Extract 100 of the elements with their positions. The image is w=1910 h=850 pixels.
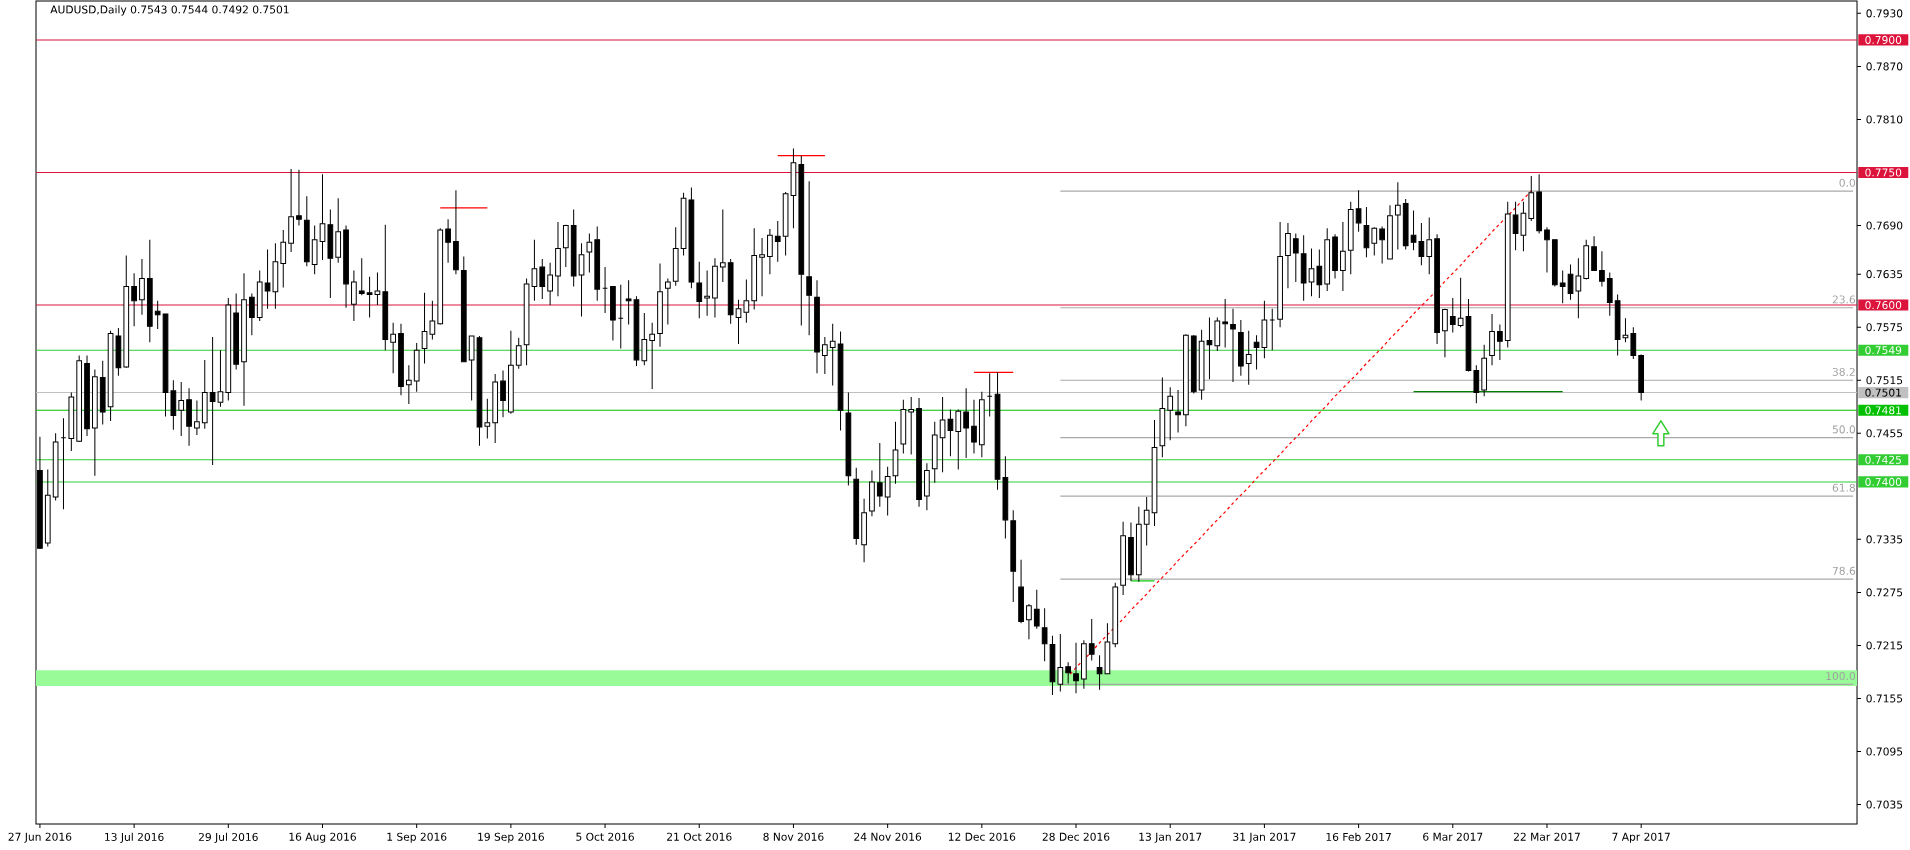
candlestick [1426, 217, 1433, 275]
candlestick [916, 397, 922, 508]
x-tick-label: 8 Nov 2016 [763, 832, 824, 841]
x-tick-label: 24 Nov 2016 [854, 832, 922, 841]
candlestick [555, 221, 561, 297]
candlestick [92, 369, 98, 477]
x-tick-label: 7 Apr 2017 [1612, 832, 1670, 843]
candlestick [99, 360, 106, 425]
candlestick [1292, 232, 1299, 283]
annotation: 78.6 [1832, 566, 1856, 575]
annotation: 0.0 [1839, 178, 1856, 187]
candlestick [1073, 642, 1079, 694]
candlestick [665, 278, 671, 326]
y-tick-label: 0.7335 [1866, 535, 1903, 544]
ref-line-label: 0.7750 [1865, 168, 1902, 177]
candlestick [1489, 313, 1495, 366]
candlestick [280, 229, 287, 288]
candlestick [986, 372, 993, 417]
candlestick [547, 262, 553, 306]
candlestick [178, 381, 185, 437]
x-tick-label: 28 Dec 2016 [1042, 832, 1110, 841]
candlestick [869, 469, 875, 517]
x-tick-label: 21 Oct 2016 [667, 832, 732, 841]
candlestick [649, 322, 656, 390]
candlestick [303, 195, 310, 267]
y-tick-label: 0.7870 [1866, 62, 1903, 71]
candlestick [1175, 389, 1181, 433]
candlestick [1379, 225, 1385, 265]
candlestick [508, 330, 514, 415]
candlestick [241, 272, 247, 407]
candlestick [1120, 521, 1126, 596]
candlestick [767, 228, 773, 275]
candlestick [186, 387, 192, 447]
ref-line-label: 0.7481 [1865, 406, 1901, 415]
x-tick-label: 6 Mar 2017 [1423, 832, 1483, 841]
candlestick [382, 224, 389, 351]
candlestick [971, 399, 977, 455]
candlestick [1238, 319, 1244, 377]
candlestick [201, 359, 208, 430]
candlestick [453, 189, 459, 275]
candlestick [751, 227, 758, 311]
candlestick [1277, 221, 1283, 328]
candlestick [570, 209, 577, 288]
ref-line-label: 0.7549 [1865, 346, 1902, 355]
candlestick [1135, 506, 1142, 583]
x-tick-label: 16 Feb 2017 [1326, 832, 1391, 841]
candlestick [963, 387, 969, 459]
candlestick [704, 270, 710, 317]
candlestick [712, 257, 718, 318]
candlestick [1473, 364, 1480, 404]
candlestick [1536, 173, 1542, 234]
candlestick [398, 323, 404, 396]
candlestick [845, 392, 852, 486]
candlestick [955, 408, 962, 471]
x-tick-label: 29 Jul 2016 [198, 832, 258, 843]
candlestick [1544, 226, 1550, 273]
candlestick [288, 168, 294, 253]
annotation: 100.0 [1826, 671, 1856, 681]
candlestick [908, 396, 915, 455]
x-tick-label: 27 Jun 2016 [8, 832, 72, 843]
x-tick-label: 5 Oct 2016 [576, 832, 634, 841]
x-tick-label: 16 Aug 2016 [289, 832, 356, 843]
ref-line-label: 0.7400 [1865, 477, 1902, 486]
ref-line-label: 0.7425 [1865, 455, 1901, 464]
candlestick [814, 279, 820, 374]
candlestick [1143, 496, 1150, 547]
candlestick [1269, 308, 1276, 351]
x-tick-label: 22 Mar 2017 [1513, 832, 1580, 841]
candlestick [759, 237, 765, 297]
candlestick [853, 467, 860, 546]
y-tick-label: 0.7930 [1866, 9, 1903, 18]
y-tick-label: 0.7635 [1866, 270, 1903, 279]
x-tick-label: 31 Jan 2017 [1233, 832, 1296, 843]
candlestick [861, 498, 867, 563]
candlestick [719, 209, 726, 283]
candlestick [1010, 509, 1017, 603]
candlestick [586, 232, 593, 273]
annotation: 38.2 [1832, 367, 1855, 376]
y-tick-label: 0.7690 [1866, 221, 1903, 230]
candlestick [1151, 419, 1158, 527]
candlestick [876, 442, 883, 508]
candlestick [351, 270, 357, 322]
y-tick-label: 0.7275 [1866, 588, 1903, 597]
candlestick [413, 342, 420, 393]
ref-line-label: 0.7900 [1865, 35, 1902, 44]
candlestick [405, 364, 412, 405]
candlestick [1559, 270, 1566, 304]
candlestick [1504, 201, 1511, 349]
candlestick [1222, 298, 1229, 349]
candlestick [578, 242, 585, 318]
candlestick [445, 218, 451, 264]
candlestick [594, 225, 601, 302]
candlestick [84, 354, 90, 437]
candlestick [335, 197, 342, 264]
y-tick-label: 0.7155 [1866, 694, 1903, 703]
candlestick [1363, 206, 1370, 258]
x-tick-label: 13 Jul 2016 [105, 832, 164, 843]
candlestick [806, 180, 812, 336]
candlestick [884, 466, 891, 516]
chart-title: AUDUSD,Daily 0.7543 0.7544 0.7492 0.7501 [50, 5, 289, 16]
